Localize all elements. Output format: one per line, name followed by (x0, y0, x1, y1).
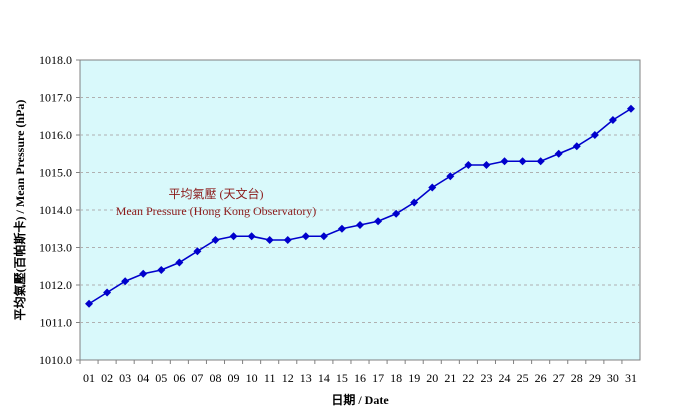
data-point (193, 247, 202, 256)
data-point (103, 288, 112, 297)
x-tick-label: 29 (589, 371, 601, 385)
data-point (247, 232, 256, 241)
y-tick-label: 1015.0 (39, 166, 72, 180)
data-point (301, 232, 310, 241)
x-tick-label: 05 (155, 371, 167, 385)
data-point (482, 161, 491, 169)
data-point (554, 149, 563, 158)
data-point (319, 232, 328, 241)
y-tick-label: 1012.0 (39, 278, 72, 292)
x-tick-label: 14 (318, 371, 330, 385)
y-axis-label: 平均氣壓(百帕斯卡) / Mean Pressure (hPa) (12, 100, 27, 321)
y-axis-ticks: 1010.0 1011.0 1012.0 1013.0 1014.0 1015.0 1016… (39, 53, 80, 367)
x-tick-label: 02 (101, 371, 113, 385)
x-tick-label: 01 (83, 371, 95, 385)
data-point (446, 172, 455, 181)
y-tick-label: 1011.0 (39, 316, 72, 330)
y-tick-label: 1018.0 (39, 53, 72, 67)
x-tick-label: 27 (553, 371, 565, 385)
x-tick-label: 30 (607, 371, 619, 385)
data-point (608, 116, 617, 124)
x-tick-label: 12 (282, 371, 294, 385)
data-point (572, 142, 581, 151)
x-tick-label: 26 (535, 371, 547, 385)
series (85, 104, 635, 308)
x-tick-label: 16 (354, 371, 366, 385)
x-tick-label: 06 (173, 371, 185, 385)
data-point (464, 161, 473, 169)
data-point (139, 269, 148, 278)
x-tick-label: 19 (408, 371, 420, 385)
data-point (428, 183, 437, 192)
x-tick-label: 13 (300, 371, 312, 385)
plot-area (79, 59, 641, 361)
y-tick-label: 1013.0 (39, 241, 72, 255)
data-point (337, 224, 346, 233)
data-point (157, 266, 166, 274)
data-point (536, 157, 545, 166)
x-axis-label: 日期 / Date (331, 392, 389, 407)
data-point (175, 258, 184, 267)
annotation-line-1: 平均氣壓 (天文台) (169, 186, 264, 201)
x-tick-label: 18 (390, 371, 402, 385)
data-point (500, 157, 509, 166)
x-tick-label: 31 (625, 371, 637, 385)
y-tick-label: 1017.0 (39, 91, 72, 105)
x-tick-label: 28 (571, 371, 583, 385)
x-tick-label: 11 (264, 371, 276, 385)
x-axis-ticks: 01 02 03 04 05 06 07 08 09 10 11 12 13 14 15 16 17 18 19 20… (79, 360, 637, 385)
x-tick-label: 09 (228, 371, 240, 385)
data-point (85, 299, 94, 308)
x-tick-label: 20 (426, 371, 438, 385)
x-tick-label: 24 (499, 371, 511, 385)
data-point (410, 198, 419, 207)
x-tick-label: 08 (209, 371, 221, 385)
y-tick-label: 1016.0 (39, 128, 72, 142)
x-tick-label: 15 (336, 371, 348, 385)
x-tick-label: 22 (462, 371, 474, 385)
x-tick-label: 17 (372, 371, 384, 385)
data-point (590, 131, 599, 139)
data-point (211, 236, 220, 244)
x-tick-label: 04 (137, 371, 149, 385)
data-point (518, 157, 527, 166)
x-tick-label: 03 (119, 371, 131, 385)
x-tick-label: 25 (517, 371, 529, 385)
data-point (374, 217, 383, 226)
data-point (229, 232, 238, 241)
y-tick-label: 1010.0 (39, 353, 72, 367)
data-point (626, 104, 635, 113)
data-point (356, 221, 364, 229)
annotation-line-2: Mean Pressure (Hong Kong Observatory) (116, 204, 317, 218)
data-point (121, 277, 130, 286)
data-point (392, 209, 401, 218)
data-point (283, 236, 292, 244)
data-point (265, 236, 274, 244)
x-tick-label: 21 (444, 371, 456, 385)
x-tick-label: 10 (246, 371, 258, 385)
y-tick-label: 1014.0 (39, 203, 72, 217)
x-tick-label: 23 (480, 371, 492, 385)
x-tick-label: 07 (191, 371, 203, 385)
